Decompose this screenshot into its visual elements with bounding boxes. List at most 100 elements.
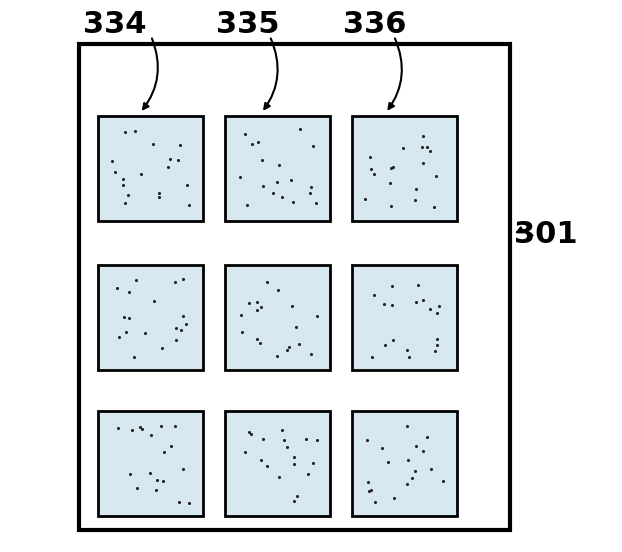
Point — [256, 456, 266, 465]
Point — [174, 497, 184, 506]
Point — [387, 301, 397, 310]
Point — [274, 161, 284, 169]
Point — [252, 298, 262, 306]
Point — [289, 453, 299, 462]
Point — [284, 342, 294, 351]
Point — [397, 144, 407, 152]
Point — [289, 459, 299, 468]
Point — [360, 195, 370, 204]
Point — [113, 424, 123, 433]
Point — [258, 182, 267, 190]
Point — [367, 353, 377, 362]
Point — [241, 447, 251, 456]
Point — [362, 436, 372, 444]
Point — [384, 179, 394, 188]
Point — [243, 200, 253, 209]
Point — [146, 431, 156, 439]
Point — [312, 312, 322, 321]
Point — [110, 167, 120, 176]
Point — [410, 466, 420, 475]
Point — [118, 181, 128, 189]
Point — [170, 277, 180, 286]
Bar — [353, 265, 457, 370]
Point — [386, 163, 396, 172]
Point — [178, 311, 188, 320]
Point — [252, 335, 262, 344]
Point — [170, 324, 180, 333]
Point — [311, 198, 321, 207]
Point — [125, 470, 135, 479]
Point — [244, 428, 254, 437]
Point — [127, 426, 137, 434]
Point — [151, 485, 161, 494]
Point — [159, 448, 169, 457]
Point — [370, 497, 380, 506]
Point — [184, 200, 194, 209]
Point — [309, 142, 318, 151]
Point — [274, 473, 284, 481]
Point — [389, 493, 399, 502]
Point — [262, 278, 272, 286]
Point — [389, 162, 399, 171]
Point — [379, 300, 389, 309]
Point — [157, 343, 167, 352]
Point — [286, 176, 296, 184]
Point — [175, 141, 185, 150]
Point — [407, 474, 417, 482]
Point — [166, 442, 176, 450]
Point — [136, 169, 146, 178]
Point — [425, 147, 435, 156]
Point — [429, 202, 439, 211]
Point — [432, 341, 442, 349]
Point — [294, 339, 304, 348]
Point — [149, 296, 159, 305]
Point — [292, 492, 302, 501]
Point — [272, 178, 282, 187]
Point — [419, 131, 429, 140]
Point — [377, 443, 387, 452]
Point — [146, 469, 156, 477]
Point — [157, 422, 167, 431]
Point — [237, 327, 247, 336]
Point — [246, 429, 256, 438]
Point — [411, 184, 421, 193]
Point — [171, 336, 181, 344]
Point — [241, 130, 251, 139]
Point — [366, 486, 376, 495]
Point — [288, 197, 298, 206]
Point — [434, 301, 444, 310]
Bar — [353, 116, 457, 221]
Point — [425, 304, 435, 313]
Point — [268, 188, 278, 197]
Point — [262, 462, 272, 471]
Point — [123, 190, 132, 199]
Point — [277, 426, 287, 435]
Point — [305, 188, 315, 197]
Point — [282, 346, 292, 355]
Point — [130, 126, 140, 135]
Point — [140, 329, 150, 338]
Point — [363, 477, 373, 486]
Bar — [225, 116, 330, 221]
Point — [256, 302, 266, 311]
Bar — [225, 265, 330, 370]
Point — [165, 155, 175, 164]
Point — [255, 338, 265, 347]
Bar — [98, 116, 203, 221]
Point — [124, 313, 134, 322]
Point — [312, 436, 322, 444]
Bar — [98, 411, 203, 516]
Point — [386, 201, 396, 210]
Point — [422, 142, 432, 151]
Point — [173, 155, 183, 164]
Text: 336: 336 — [343, 10, 406, 39]
Point — [404, 353, 414, 362]
Point — [121, 327, 131, 336]
Point — [248, 140, 258, 148]
Point — [417, 143, 427, 152]
Point — [431, 171, 441, 180]
Point — [306, 350, 316, 359]
FancyBboxPatch shape — [79, 44, 509, 530]
Point — [129, 353, 139, 362]
Point — [432, 334, 442, 343]
